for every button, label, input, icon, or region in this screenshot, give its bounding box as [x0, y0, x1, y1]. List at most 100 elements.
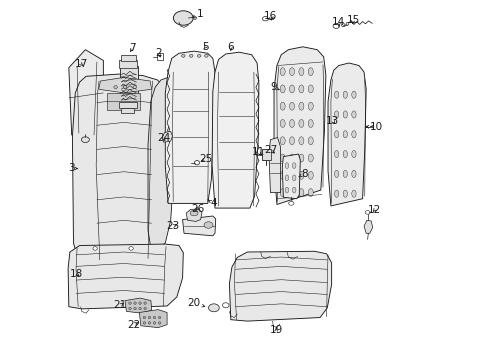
Ellipse shape: [289, 68, 294, 76]
Ellipse shape: [139, 302, 141, 305]
Ellipse shape: [289, 171, 294, 179]
Text: 11: 11: [251, 147, 264, 157]
Ellipse shape: [197, 54, 201, 57]
Ellipse shape: [190, 211, 198, 216]
Ellipse shape: [292, 163, 295, 168]
Ellipse shape: [334, 111, 338, 118]
Bar: [107, 93, 140, 110]
Ellipse shape: [292, 187, 295, 193]
Polygon shape: [72, 74, 168, 262]
Bar: [120, 66, 137, 102]
Ellipse shape: [262, 17, 268, 21]
Text: 17: 17: [74, 59, 87, 69]
Text: 19: 19: [269, 325, 282, 336]
Ellipse shape: [307, 171, 313, 179]
Text: 23: 23: [166, 221, 180, 231]
Ellipse shape: [208, 304, 219, 312]
Polygon shape: [186, 209, 202, 221]
Ellipse shape: [343, 170, 347, 177]
Ellipse shape: [307, 85, 313, 93]
Text: 15: 15: [346, 15, 359, 25]
Ellipse shape: [148, 316, 150, 319]
Ellipse shape: [351, 91, 355, 98]
Ellipse shape: [280, 154, 285, 162]
Polygon shape: [139, 310, 167, 328]
Ellipse shape: [341, 24, 345, 27]
Text: 9: 9: [269, 82, 279, 92]
Text: 25: 25: [199, 154, 212, 164]
Polygon shape: [363, 220, 372, 233]
Ellipse shape: [298, 189, 303, 197]
Ellipse shape: [343, 190, 347, 197]
Ellipse shape: [334, 170, 338, 177]
Ellipse shape: [280, 85, 285, 93]
Bar: [121, 55, 136, 61]
Bar: [121, 108, 134, 113]
Ellipse shape: [189, 54, 193, 57]
Text: 3: 3: [67, 163, 77, 174]
Text: 16: 16: [263, 11, 277, 21]
Polygon shape: [125, 298, 151, 313]
Ellipse shape: [298, 120, 303, 127]
Text: 13: 13: [325, 116, 339, 126]
Ellipse shape: [332, 23, 339, 28]
Text: 7: 7: [129, 42, 136, 53]
Ellipse shape: [289, 102, 294, 110]
Text: 12: 12: [367, 204, 381, 215]
Ellipse shape: [343, 91, 347, 98]
Bar: [261, 149, 270, 160]
Polygon shape: [148, 77, 173, 248]
Ellipse shape: [280, 171, 285, 179]
Polygon shape: [212, 52, 258, 208]
Ellipse shape: [272, 17, 274, 19]
Ellipse shape: [292, 175, 295, 181]
Text: 22: 22: [127, 320, 140, 330]
Ellipse shape: [139, 307, 141, 310]
Ellipse shape: [285, 187, 288, 193]
Polygon shape: [69, 50, 103, 136]
Ellipse shape: [289, 137, 294, 145]
Text: 26: 26: [191, 204, 204, 214]
Ellipse shape: [129, 247, 133, 250]
Ellipse shape: [298, 171, 303, 179]
Polygon shape: [99, 77, 151, 93]
Polygon shape: [327, 63, 366, 206]
Text: 5: 5: [202, 42, 208, 52]
Ellipse shape: [365, 211, 369, 214]
Ellipse shape: [298, 85, 303, 93]
Text: 18: 18: [69, 269, 82, 279]
Ellipse shape: [114, 86, 117, 89]
Text: 21: 21: [113, 300, 127, 310]
Ellipse shape: [194, 161, 199, 165]
Text: 14: 14: [331, 17, 345, 27]
Polygon shape: [165, 51, 215, 203]
Ellipse shape: [334, 190, 338, 197]
Ellipse shape: [143, 307, 146, 310]
Ellipse shape: [222, 303, 228, 308]
Ellipse shape: [203, 222, 213, 228]
Ellipse shape: [193, 17, 196, 19]
Ellipse shape: [343, 150, 347, 158]
Ellipse shape: [143, 316, 145, 319]
Bar: [119, 60, 137, 68]
Ellipse shape: [285, 175, 288, 181]
Ellipse shape: [158, 322, 161, 324]
Text: 8: 8: [298, 168, 307, 179]
Ellipse shape: [351, 170, 355, 177]
Ellipse shape: [298, 154, 303, 162]
Ellipse shape: [351, 150, 355, 158]
Ellipse shape: [153, 322, 156, 324]
Bar: [157, 53, 163, 60]
Ellipse shape: [334, 131, 338, 138]
Text: 4: 4: [207, 198, 217, 208]
Text: 20: 20: [187, 298, 204, 308]
Polygon shape: [268, 138, 280, 193]
Polygon shape: [182, 216, 215, 236]
Ellipse shape: [334, 91, 338, 98]
Ellipse shape: [128, 307, 131, 310]
Text: 1: 1: [192, 9, 203, 19]
Ellipse shape: [351, 190, 355, 197]
Polygon shape: [68, 244, 183, 309]
Bar: [261, 149, 270, 160]
Polygon shape: [162, 131, 172, 142]
